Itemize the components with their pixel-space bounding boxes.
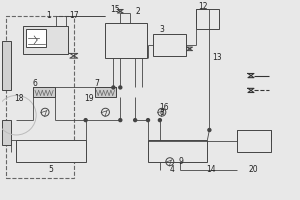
Circle shape: [134, 119, 136, 122]
Circle shape: [146, 119, 149, 122]
Text: 18: 18: [15, 94, 24, 103]
Bar: [153, 34, 186, 56]
Bar: [26, 29, 46, 47]
Text: 17: 17: [69, 11, 79, 20]
Bar: [2, 41, 11, 90]
Circle shape: [158, 119, 161, 122]
Bar: [94, 87, 116, 97]
Bar: [196, 9, 219, 29]
Text: 2: 2: [136, 7, 140, 16]
Circle shape: [208, 129, 211, 132]
Circle shape: [119, 86, 122, 89]
Bar: [16, 140, 86, 162]
Text: 13: 13: [212, 53, 222, 62]
Bar: [237, 130, 271, 152]
Text: 5: 5: [49, 165, 53, 174]
Text: 3: 3: [159, 25, 164, 34]
Bar: [106, 23, 147, 58]
Circle shape: [84, 119, 87, 122]
Bar: [23, 26, 68, 54]
Bar: [33, 87, 55, 97]
Bar: [7, 16, 74, 178]
Text: 9: 9: [178, 157, 183, 166]
Text: 16: 16: [159, 103, 169, 112]
Text: 14: 14: [207, 165, 216, 174]
Text: 1: 1: [47, 11, 51, 20]
Text: 4: 4: [169, 165, 174, 174]
Text: 12: 12: [199, 2, 208, 11]
Circle shape: [112, 86, 115, 89]
Text: 8: 8: [160, 108, 164, 117]
Circle shape: [119, 119, 122, 122]
Text: 20: 20: [248, 165, 258, 174]
Bar: [148, 140, 207, 162]
Text: 15: 15: [110, 5, 120, 14]
Bar: [2, 120, 11, 145]
Text: 7: 7: [94, 79, 99, 88]
Text: 19: 19: [84, 94, 93, 103]
Text: 6: 6: [33, 79, 38, 88]
